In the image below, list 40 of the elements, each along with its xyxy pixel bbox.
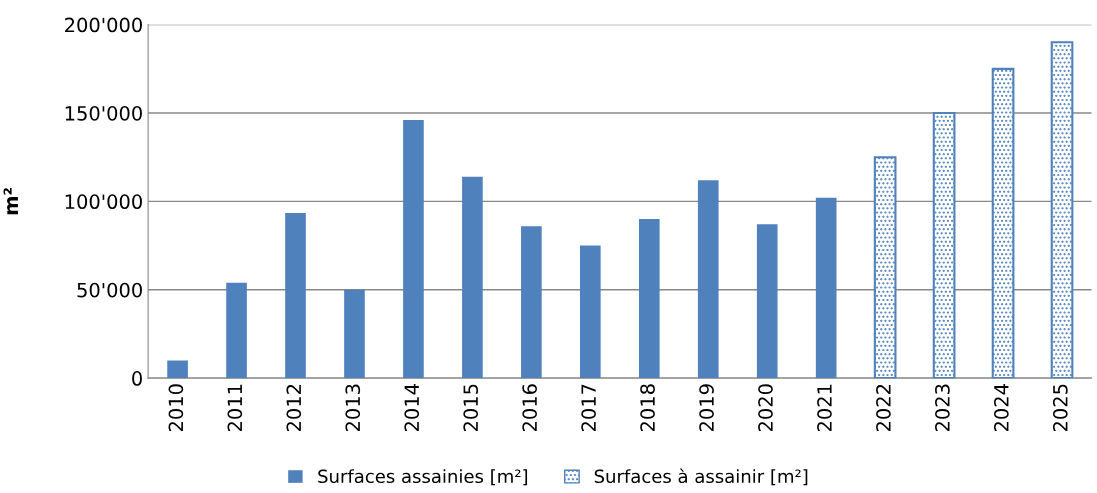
y-axis-title: m² [3, 188, 18, 215]
x-tick-label: 2019 [699, 384, 714, 432]
x-tick-label: 2018 [640, 384, 655, 432]
x-tick-label: 2016 [522, 384, 537, 432]
x-tick-label: 2013 [345, 384, 361, 432]
x-tick-label: 2011 [227, 384, 243, 432]
bar [462, 176, 483, 379]
bar [932, 111, 956, 379]
bar [638, 219, 660, 379]
bar [815, 197, 837, 379]
y-tick-label: 0 [132, 371, 142, 386]
bar [1050, 41, 1074, 379]
x-tick-label: 2014 [404, 384, 420, 432]
bar [756, 224, 778, 379]
x-tick-label: 2021 [817, 384, 832, 432]
bar [580, 245, 601, 379]
x-tick-label: 2010 [168, 384, 184, 432]
bar [521, 226, 542, 379]
legend-label: Surfaces assainies [m²] [318, 469, 528, 486]
legend-label: Surfaces à assainir [m²] [594, 468, 808, 486]
bar [403, 120, 424, 379]
x-tick-label: 2024 [994, 384, 1009, 432]
y-tick-label: 100'000 [65, 194, 142, 210]
x-tick-label: 2012 [286, 384, 302, 432]
bar [873, 156, 897, 379]
bar [226, 282, 247, 379]
x-tick-label: 2022 [876, 384, 891, 432]
x-tick-label: 2015 [463, 384, 479, 432]
bar [344, 289, 365, 379]
x-tick-label: 2020 [758, 384, 773, 432]
bar [697, 180, 719, 379]
bar [285, 212, 306, 379]
y-tick-label: 50'000 [77, 282, 142, 298]
bar [167, 360, 188, 379]
x-tick-label: 2023 [935, 384, 950, 432]
bar [991, 67, 1015, 379]
y-tick-label: 150'000 [65, 105, 142, 121]
x-tick-label: 2017 [581, 384, 596, 432]
x-tick-label: 2025 [1052, 384, 1068, 432]
y-tick-label: 200'000 [65, 17, 142, 33]
